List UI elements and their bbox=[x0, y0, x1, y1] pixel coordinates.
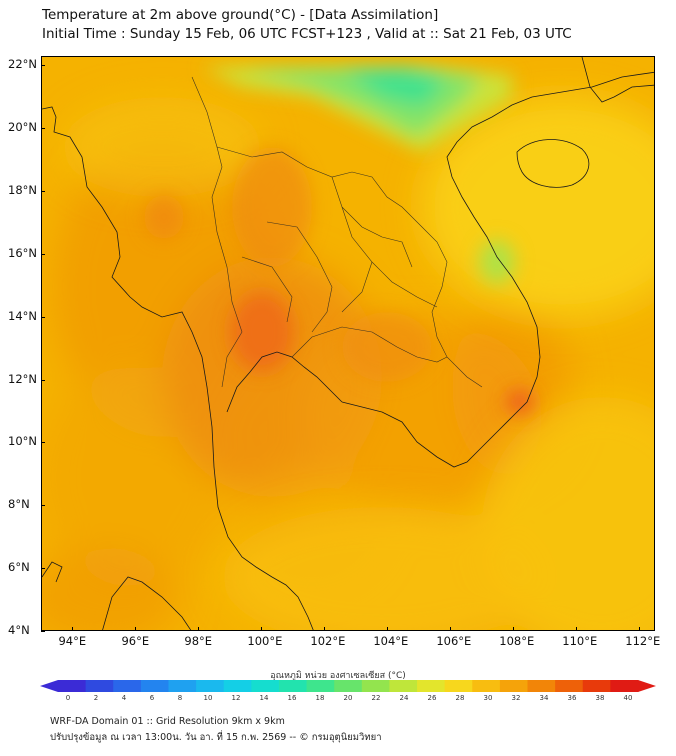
map-subtitle: Initial Time : Sunday 15 Feb, 06 UTC FCS… bbox=[42, 26, 572, 42]
coastlines bbox=[42, 57, 654, 630]
lat-tick-label: 20°N bbox=[8, 120, 37, 135]
colorbar-segment bbox=[278, 680, 308, 692]
temperature-map bbox=[41, 56, 655, 631]
colorbar-tick-label: 32 bbox=[511, 694, 521, 702]
lat-tick-label: 10°N bbox=[8, 434, 37, 449]
colorbar-segment bbox=[444, 680, 473, 692]
lon-tick-label: 102°E bbox=[310, 634, 346, 648]
lat-tick-label: 8°N bbox=[8, 497, 30, 512]
lat-tick-mark bbox=[41, 505, 45, 507]
colorbar-segment bbox=[251, 680, 280, 692]
lat-tick-mark bbox=[41, 442, 45, 444]
colorbar-tick-label: 6 bbox=[149, 694, 155, 702]
map-title: Temperature at 2m above ground(°C) - [Da… bbox=[42, 7, 439, 23]
colorbar-tick-label: 40 bbox=[623, 694, 633, 702]
colorbar-segment bbox=[361, 680, 390, 692]
colorbar-tick-label: 20 bbox=[343, 694, 353, 702]
colorbar-tick-label: 16 bbox=[287, 694, 297, 702]
lat-tick-mark bbox=[41, 568, 45, 570]
borders bbox=[191, 76, 483, 388]
colorbar-segment bbox=[499, 680, 529, 692]
colorbar bbox=[40, 680, 656, 692]
colorbar-segment bbox=[85, 680, 114, 692]
colorbar-tick-label: 2 bbox=[93, 694, 99, 702]
colorbar-max-arrow bbox=[638, 680, 656, 692]
colorbar-segment bbox=[223, 680, 252, 692]
colorbar-tick-label: 18 bbox=[315, 694, 325, 702]
lat-tick-mark bbox=[41, 191, 45, 193]
lat-tick-label: 4°N bbox=[8, 623, 30, 637]
mild-zones bbox=[62, 97, 654, 630]
lat-tick-label: 12°N bbox=[8, 371, 37, 386]
lon-tick-mark bbox=[576, 627, 578, 631]
lon-tick-mark bbox=[387, 627, 389, 631]
colorbar-tick-label: 14 bbox=[259, 694, 269, 702]
colorbar-tick-label: 12 bbox=[231, 694, 241, 702]
colorbar-tick-label: 34 bbox=[539, 694, 549, 702]
colorbar-tick-label: 28 bbox=[455, 694, 465, 702]
lon-tick-mark bbox=[639, 627, 641, 631]
colorbar-segment bbox=[610, 680, 639, 692]
colorbar-tick-label: 36 bbox=[567, 694, 577, 702]
lon-tick-label: 110°E bbox=[562, 634, 598, 648]
colorbar-tick-label: 38 bbox=[595, 694, 605, 702]
lon-tick-label: 94°E bbox=[58, 634, 87, 648]
footer-model-info: WRF-DA Domain 01 :: Grid Resolution 9km … bbox=[50, 716, 285, 727]
colorbar-segment bbox=[527, 680, 556, 692]
lat-tick-mark bbox=[41, 631, 45, 632]
colorbar-segment bbox=[196, 680, 225, 692]
lat-tick-mark bbox=[41, 379, 45, 381]
colorbar-title: อุณหภูมิ หน่วย องศาเซลเซียส (°C) bbox=[270, 671, 406, 681]
lat-tick-label: 6°N bbox=[8, 560, 30, 575]
colorbar-tick-label: 10 bbox=[203, 694, 213, 702]
lon-tick-mark bbox=[513, 627, 515, 631]
colorbar-segment bbox=[58, 680, 87, 692]
lon-tick-label: 104°E bbox=[373, 634, 409, 648]
colorbar-segment bbox=[582, 680, 611, 692]
colorbar-segment bbox=[306, 680, 335, 692]
lon-tick-mark bbox=[135, 627, 137, 631]
lon-tick-mark bbox=[261, 627, 263, 631]
lon-tick-label: 108°E bbox=[499, 634, 535, 648]
lat-tick-label: 22°N bbox=[8, 57, 37, 72]
lat-tick-label: 18°N bbox=[8, 183, 37, 198]
colorbar-tick-label: 26 bbox=[427, 694, 437, 702]
colorbar-segment bbox=[417, 680, 446, 692]
colorbar-tick-label: 4 bbox=[121, 694, 127, 702]
colorbar-min-arrow bbox=[40, 680, 58, 692]
colorbar-tick-label: 24 bbox=[399, 694, 409, 702]
colorbar-segment bbox=[168, 680, 197, 692]
lon-tick-mark bbox=[324, 627, 326, 631]
colorbar-segment bbox=[140, 680, 169, 692]
colorbar-segment bbox=[389, 680, 418, 692]
lat-tick-label: 14°N bbox=[8, 308, 37, 323]
lat-tick-label: 16°N bbox=[8, 245, 37, 260]
cool-zone bbox=[202, 65, 515, 284]
colorbar-segment bbox=[334, 680, 363, 692]
map-canvas bbox=[42, 57, 654, 630]
lat-tick-mark bbox=[41, 316, 45, 318]
colorbar-tick-label: 30 bbox=[483, 694, 493, 702]
colorbar-tick-label: 8 bbox=[177, 694, 183, 702]
lon-tick-label: 98°E bbox=[184, 634, 213, 648]
lon-tick-label: 106°E bbox=[436, 634, 472, 648]
colorbar-segment bbox=[555, 680, 584, 692]
lat-tick-mark bbox=[41, 253, 45, 255]
lon-tick-label: 96°E bbox=[121, 634, 150, 648]
colorbar-tick-label: 22 bbox=[371, 694, 381, 702]
lon-tick-label: 112°E bbox=[625, 634, 661, 648]
lon-tick-label: 100°E bbox=[247, 634, 283, 648]
colorbar-tick-label: 0 bbox=[65, 694, 71, 702]
lon-tick-mark bbox=[72, 627, 74, 631]
lon-tick-mark bbox=[450, 627, 452, 631]
footer-update-info: ปรับปรุงข้อมูล ณ เวลา 13:00น. วัน อา. ที… bbox=[50, 732, 382, 743]
colorbar-segment bbox=[113, 680, 142, 692]
lat-tick-mark bbox=[41, 65, 45, 67]
lon-tick-mark bbox=[198, 627, 200, 631]
lat-tick-mark bbox=[41, 128, 45, 130]
colorbar-segment bbox=[472, 680, 501, 692]
